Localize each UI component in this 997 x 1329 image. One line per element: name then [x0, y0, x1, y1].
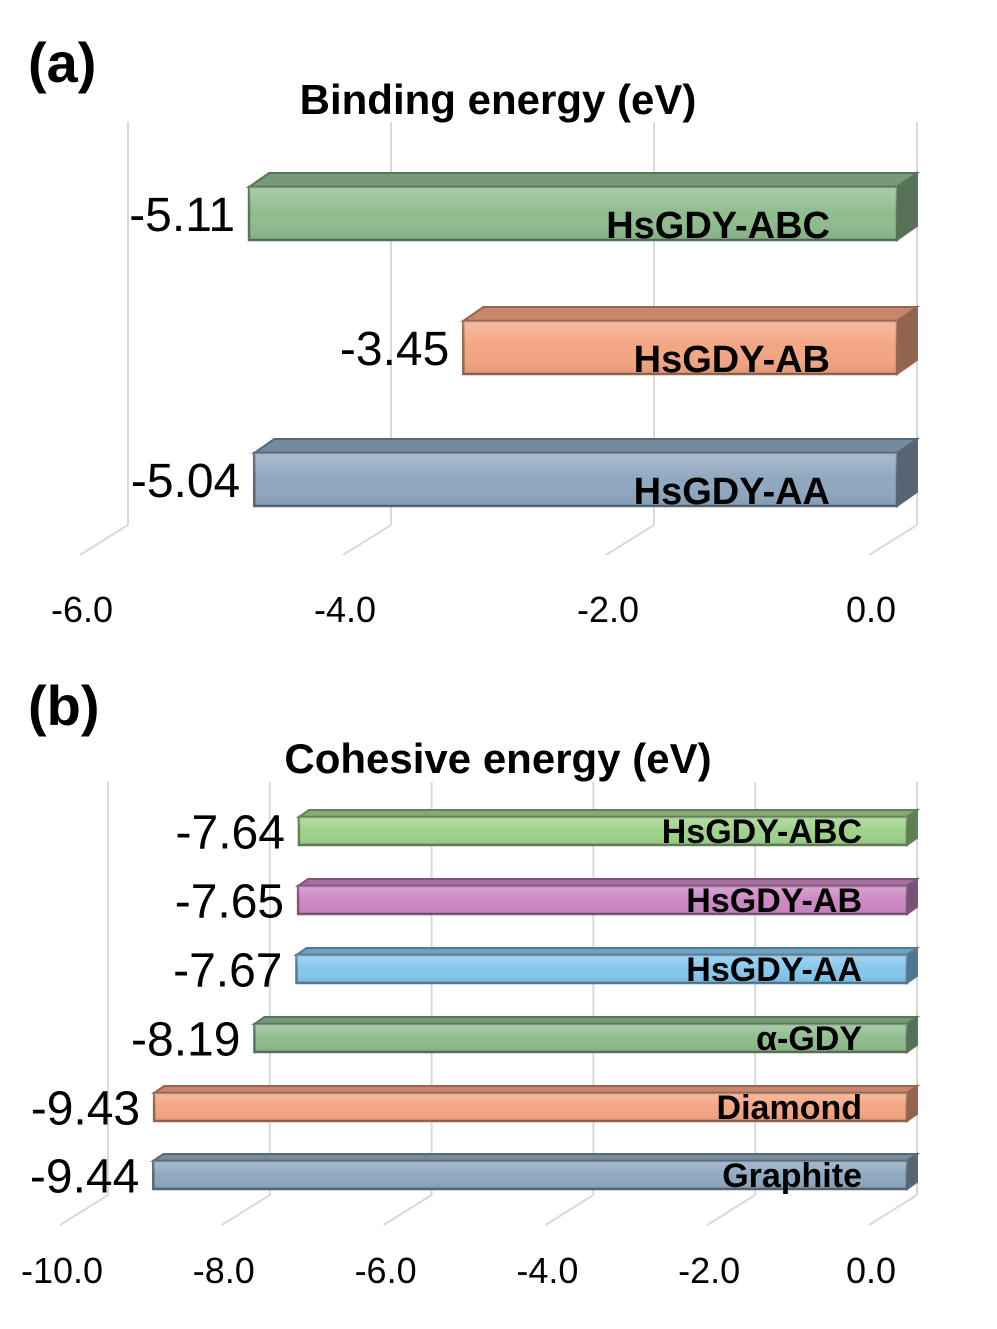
x-tick-label: 0.0 — [846, 1250, 896, 1291]
bar-side-face — [906, 1084, 918, 1123]
panel-b-title: Cohesive energy (eV) — [284, 735, 711, 782]
x-tick-label: -10.0 — [21, 1250, 103, 1291]
bar-top-face — [245, 172, 921, 188]
panel-a-bars: HsGDY-ABC -5.11 HsGDY-AB -3.45 HsGDY-AA -5.04 — [129, 171, 921, 513]
bar-value-label: -7.67 — [173, 944, 282, 997]
panel-a-title: Binding energy (eV) — [300, 76, 697, 123]
bar-category-label: Diamond — [717, 1089, 862, 1127]
x-tick-label: -2.0 — [678, 1250, 740, 1291]
floor-gridline — [221, 1194, 271, 1226]
panel-b-x-axis: -10.0 -8.0 -6.0 -4.0 -2.0 0.0 — [21, 1250, 896, 1291]
bar-value-label: -5.04 — [131, 455, 240, 508]
floor-gridline — [868, 1194, 918, 1226]
bar-shading — [254, 1024, 907, 1052]
x-tick-label: -8.0 — [193, 1250, 255, 1291]
bar-category-label: Graphite — [722, 1157, 862, 1195]
panel-a-x-axis: -6.0 -4.0 -2.0 0.0 — [51, 589, 896, 630]
bar-value-label: -3.45 — [340, 323, 449, 376]
bar: HsGDY-AB -7.65 — [175, 875, 921, 928]
x-tick-label: 0.0 — [846, 589, 896, 630]
bar-side-face — [906, 877, 918, 916]
panel-b-gridlines — [59, 782, 918, 1226]
bar: HsGDY-AA -5.04 — [131, 437, 921, 513]
x-tick-label: -6.0 — [51, 589, 113, 630]
bar-shading — [254, 453, 898, 506]
bar: HsGDY-ABC -7.64 — [176, 806, 921, 859]
bar: Graphite -9.44 — [30, 1150, 921, 1203]
x-tick-label: -6.0 — [355, 1250, 417, 1291]
bar-category-label: HsGDY-ABC — [662, 813, 862, 851]
bar-value-label: -8.19 — [131, 1013, 240, 1066]
x-tick-label: -4.0 — [314, 589, 376, 630]
bar-category-label: HsGDY-AB — [686, 882, 862, 920]
floor-gridline — [868, 524, 918, 556]
bar-top-face — [251, 438, 921, 454]
bar-category-label: α-GDY — [756, 1020, 862, 1058]
bar-side-face — [906, 946, 918, 985]
bar-shading — [296, 955, 907, 983]
floor-gridline — [342, 524, 392, 556]
bar-category-label: HsGDY-AA — [686, 951, 862, 989]
bar-shading — [298, 817, 907, 845]
x-tick-label: -2.0 — [577, 589, 639, 630]
bar-shading — [463, 321, 897, 374]
panel-b-bars: HsGDY-ABC -7.64 HsGDY-AB -7.65 HsGDY-AA -7.67… — [30, 806, 921, 1203]
bar-side-face — [906, 1152, 918, 1191]
bar-top-face — [460, 306, 921, 322]
bar: HsGDY-AA -7.67 — [173, 944, 921, 997]
bar-category-label: HsGDY-AB — [634, 339, 830, 381]
floor-gridline — [79, 524, 129, 556]
bar-shading — [249, 187, 897, 240]
bar-shading — [154, 1093, 907, 1121]
bar: HsGDY-ABC -5.11 — [129, 171, 921, 247]
floor-gridline — [605, 524, 655, 556]
bar-shading — [153, 1161, 907, 1189]
bar-value-label: -5.11 — [129, 189, 235, 242]
panel-a: (a) Binding energy (eV) HsGDY-ABC-5.11Hs… — [28, 31, 921, 630]
panel-b: (b) Cohesive energy (eV) HsGDY-ABC-7.64H… — [21, 674, 921, 1291]
bar-value-label: -7.64 — [176, 806, 285, 859]
x-tick-label: -4.0 — [516, 1250, 578, 1291]
panel-b-label: (b) — [28, 674, 100, 737]
bar-value-label: -7.65 — [175, 875, 284, 928]
bar: Diamond -9.43 — [31, 1082, 921, 1135]
bar-side-face — [906, 1015, 918, 1054]
bar-shading — [298, 886, 907, 914]
floor-gridline — [59, 1194, 109, 1226]
bar-value-label: -9.43 — [31, 1082, 140, 1135]
floor-gridline — [544, 1194, 594, 1226]
bar-value-label: -9.44 — [30, 1150, 139, 1203]
floor-gridline — [383, 1194, 433, 1226]
panel-a-label: (a) — [28, 31, 96, 94]
bar-side-face — [906, 808, 918, 847]
bar: HsGDY-AB -3.45 — [340, 305, 921, 381]
bar-category-label: HsGDY-ABC — [606, 205, 830, 247]
bar: α-GDY -8.19 — [131, 1013, 921, 1066]
floor-gridline — [706, 1194, 756, 1226]
bar-category-label: HsGDY-AA — [634, 471, 830, 513]
